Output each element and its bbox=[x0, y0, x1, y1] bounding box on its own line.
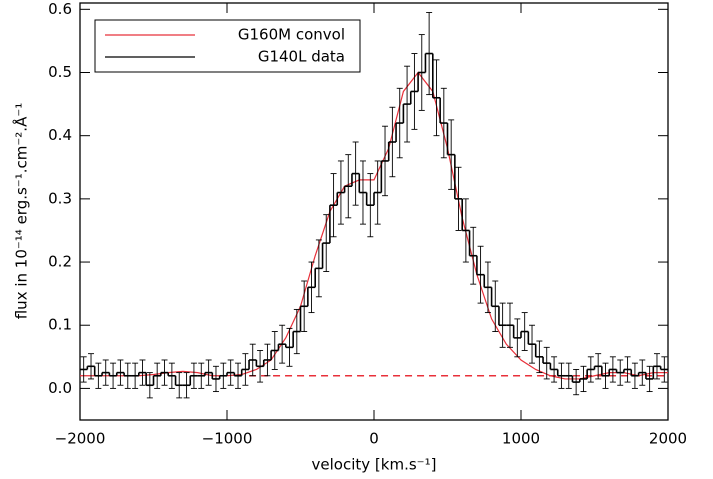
y-tick-label: 0.0 bbox=[48, 379, 72, 397]
legend-label: G140L data bbox=[258, 48, 345, 66]
y-tick-label: 0.2 bbox=[48, 253, 72, 271]
x-tick-label: 0 bbox=[369, 430, 379, 448]
x-tick-label: 2000 bbox=[649, 430, 687, 448]
x-tick-label: 1000 bbox=[502, 430, 540, 448]
y-tick-label: 0.3 bbox=[48, 189, 72, 207]
y-axis-label: flux in 10⁻¹⁴ erg.s⁻¹.cm⁻².Å⁻¹ bbox=[12, 103, 31, 320]
y-tick-label: 0.6 bbox=[48, 0, 72, 18]
legend-label: G160M convol bbox=[238, 26, 345, 44]
y-tick-label: 0.1 bbox=[48, 316, 72, 334]
model-line bbox=[80, 71, 668, 380]
legend-box bbox=[94, 19, 361, 73]
x-tick-label: −1000 bbox=[202, 430, 253, 448]
x-tick-label: −2000 bbox=[55, 430, 106, 448]
y-tick-label: 0.4 bbox=[48, 126, 72, 144]
x-axis-label: velocity [km.s⁻¹] bbox=[312, 456, 437, 474]
y-tick-label: 0.5 bbox=[48, 63, 72, 81]
